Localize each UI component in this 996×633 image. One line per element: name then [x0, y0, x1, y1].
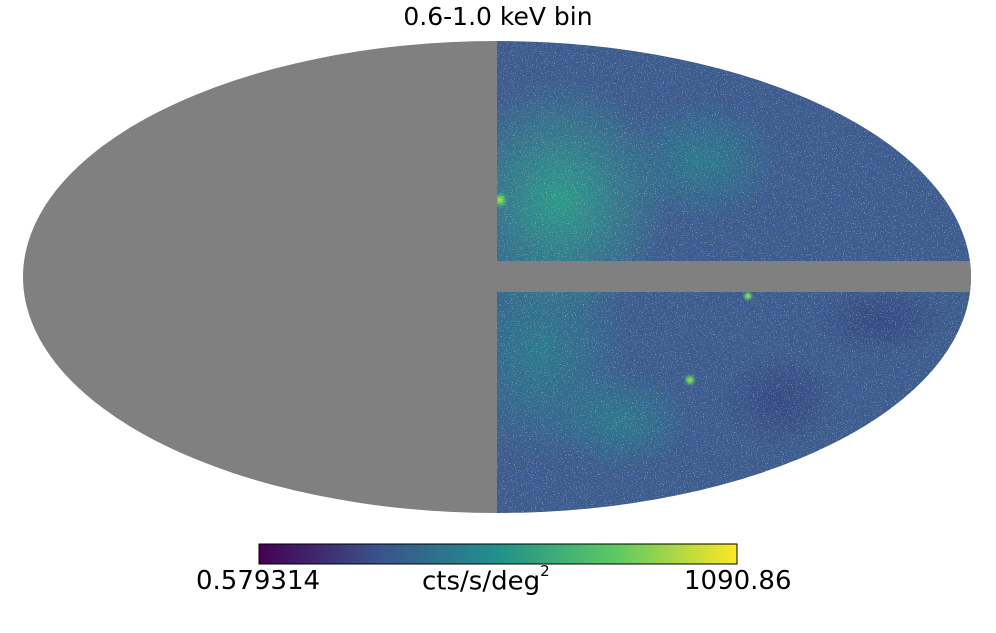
- masked-region-left: [23, 41, 497, 513]
- colorbar: [258, 543, 738, 565]
- chart-title: 0.6-1.0 keV bin: [403, 2, 593, 31]
- masked-plane-strip: [497, 261, 971, 292]
- colorbar-min-label: 0.579314: [196, 566, 321, 596]
- colorbar-unit-label: cts/s/deg2: [422, 562, 550, 597]
- colorbar-unit-text: cts/s/deg: [422, 566, 541, 597]
- colorbar-max-label: 1090.86: [684, 566, 792, 596]
- colorbar-unit-superscript: 2: [540, 562, 550, 580]
